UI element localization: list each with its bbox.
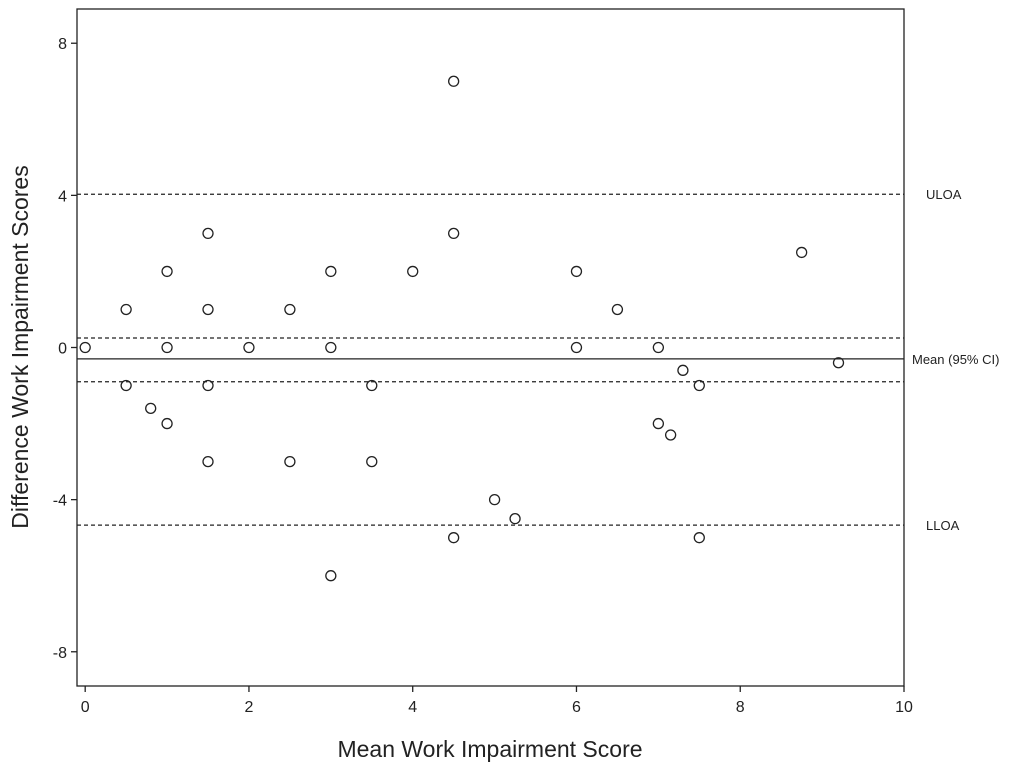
x-tick-label: 6 <box>572 699 581 716</box>
data-point <box>325 265 337 278</box>
data-point <box>161 417 173 430</box>
data-point <box>448 532 460 544</box>
data-point <box>693 379 705 392</box>
y-axis-title: Difference Work Impairment Scores <box>7 165 33 528</box>
data-point <box>243 341 255 354</box>
data-point <box>488 493 501 506</box>
data-point <box>366 379 378 392</box>
data-point <box>407 265 419 278</box>
plot-frame <box>76 8 905 687</box>
data-point <box>693 532 705 544</box>
data-point <box>448 75 460 87</box>
data-point <box>120 303 132 316</box>
x-axis-ticks: 0 2 4 6 8 10 <box>81 686 913 716</box>
data-point <box>202 303 214 316</box>
data-point <box>570 265 583 278</box>
data-point <box>120 379 132 392</box>
data-point <box>284 455 296 468</box>
reference-lines: ULOA Mean (95% CI) LLOA <box>77 187 999 533</box>
data-point <box>677 364 689 376</box>
x-tick-label: 4 <box>408 699 417 716</box>
y-tick-label: 4 <box>58 188 67 205</box>
data-point <box>325 570 337 582</box>
reference-label-uloa: ULOA <box>926 187 962 202</box>
reference-label-mean: Mean (95% CI) <box>912 352 999 367</box>
data-point <box>145 402 157 415</box>
data-point <box>652 417 665 430</box>
data-point <box>325 341 337 354</box>
data-point <box>509 513 521 525</box>
data-point <box>570 341 583 354</box>
x-tick-label: 10 <box>895 699 913 716</box>
data-point <box>795 246 808 259</box>
data-point <box>202 379 214 392</box>
data-point <box>79 341 91 354</box>
data-point <box>448 227 460 240</box>
data-point <box>161 265 173 278</box>
data-point <box>284 303 296 316</box>
y-tick-label: -8 <box>53 645 67 662</box>
data-point <box>664 429 677 441</box>
data-point <box>366 455 378 468</box>
y-tick-label: 8 <box>58 36 67 53</box>
data-point <box>611 303 624 316</box>
data-point <box>202 455 214 468</box>
x-tick-label: 2 <box>244 699 253 716</box>
reference-label-lloa: LLOA <box>926 518 960 533</box>
data-point <box>202 227 214 240</box>
data-point <box>832 357 845 369</box>
data-points <box>79 75 845 582</box>
x-tick-label: 8 <box>736 699 745 716</box>
data-point <box>652 341 665 354</box>
x-tick-label: 0 <box>81 699 90 716</box>
y-tick-label: -4 <box>53 493 67 510</box>
y-tick-label: 0 <box>58 341 67 358</box>
data-point <box>161 341 173 354</box>
y-axis-ticks: -8 -4 0 4 8 <box>53 36 77 662</box>
x-axis-title: Mean Work Impairment Score <box>337 736 642 762</box>
